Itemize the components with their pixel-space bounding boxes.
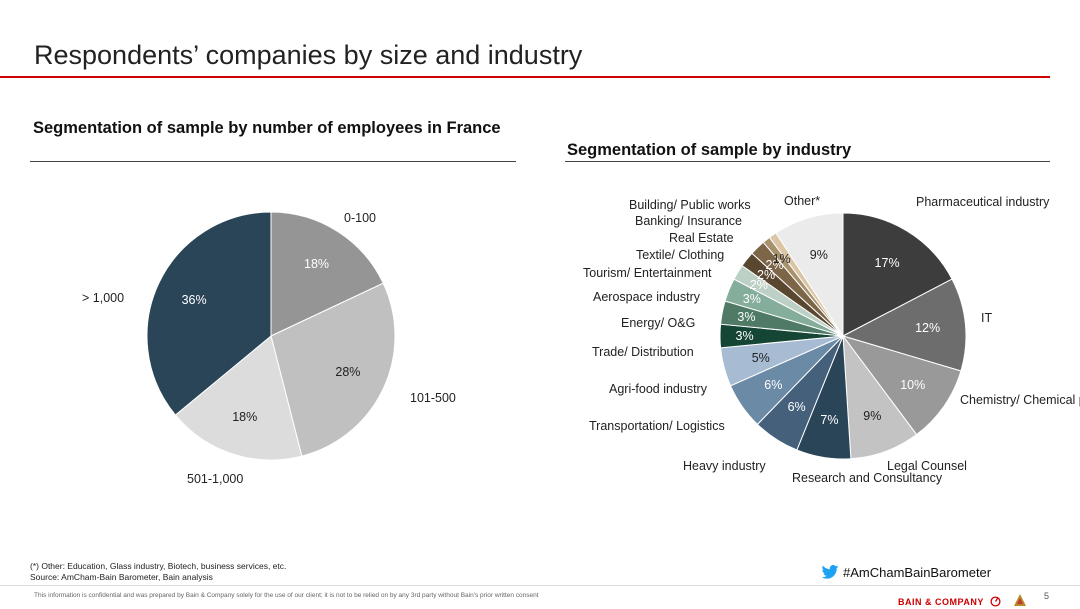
industry-label-other: Other*	[784, 194, 821, 208]
pie-value-label-1-16: 9%	[809, 247, 828, 262]
industry-label-banking: Banking/ Insurance	[635, 214, 743, 228]
pie-slice-1-2	[841, 335, 962, 436]
employees-label-501-1000: 501-1,000	[187, 472, 244, 486]
industry-label-pharmaceutical: Pharmaceutical industry	[916, 195, 1050, 209]
pie-value-label-1-11: 2%	[749, 277, 768, 292]
pie-value-label-1-12: 2%	[757, 267, 776, 282]
pie-slice-0-2	[174, 335, 303, 461]
industry-label-real-estate: Real Estate	[669, 231, 734, 245]
pie-slice-0-0	[270, 211, 384, 337]
page-title: Respondents’ companies by size and indus…	[34, 40, 583, 70]
pie-value-label-0-3: 36%	[181, 292, 207, 307]
footnote-source: Source: AmCham-Bain Barometer, Bain anal…	[30, 572, 213, 582]
industry-label-energy: Energy/ O&G	[621, 316, 696, 330]
industry-label-building: Building/ Public works	[629, 198, 751, 212]
industry-label-aerospace: Aerospace industry	[593, 290, 701, 304]
employees-label-over-1000: > 1,000	[82, 291, 125, 305]
industry-label-transportation: Transportation/ Logistics	[589, 419, 725, 433]
industry-pie-chart	[719, 212, 967, 460]
pie-slice-1-1	[841, 278, 967, 372]
amcham-logo-icon	[1013, 594, 1026, 606]
pie-slice-0-3	[146, 211, 272, 416]
industry-label-it: IT	[981, 311, 993, 325]
employees-pie-chart	[146, 211, 396, 461]
employees-section-title: Segmentation of sample by number of empl…	[33, 119, 501, 137]
hashtag: #AmChamBainBarometer	[821, 565, 991, 580]
footnote-other: (*) Other: Education, Glass industry, Bi…	[30, 561, 287, 571]
employees-label-101-500: 101-500	[410, 391, 456, 405]
pie-value-label-1-1: 12%	[915, 320, 941, 335]
industry-label-textile: Textile/ Clothing	[636, 248, 725, 262]
industry-label-trade: Trade/ Distribution	[592, 345, 694, 359]
pie-value-label-0-2: 18%	[232, 409, 258, 424]
pie-value-label-1-13: 2%	[765, 258, 784, 273]
pie-value-label-1-10: 3%	[742, 292, 761, 307]
pie-value-label-1-2: 10%	[900, 377, 926, 392]
pie-value-label-1-9: 3%	[737, 310, 756, 325]
pie-value-label-1-6: 6%	[764, 377, 783, 392]
pie-slice-1-0	[842, 212, 953, 337]
brand-name: BAIN & COMPANY	[898, 597, 984, 607]
industry-section-title: Segmentation of sample by industry	[567, 141, 852, 159]
confidential-notice: This information is confidential and was…	[34, 592, 539, 599]
brand-logo: BAIN & COMPANY	[898, 593, 1030, 609]
industry-label-tourism: Tourism/ Entertainment	[583, 266, 712, 280]
pie-slice-0-1	[270, 282, 396, 457]
pie-value-label-1-7: 5%	[751, 350, 770, 365]
employees-label-0-100: 0-100	[344, 211, 376, 225]
pie-value-label-1-14: 1%	[772, 252, 791, 267]
page-number: 5	[1044, 591, 1050, 601]
bain-logo-icon	[990, 596, 1001, 607]
title-divider	[0, 76, 1050, 78]
employees-section-divider	[30, 161, 516, 162]
industry-label-chemistry: Chemistry/ Chemical products	[960, 393, 1080, 407]
hashtag-text: #AmChamBainBarometer	[843, 565, 992, 580]
pie-value-label-1-3: 9%	[863, 408, 882, 423]
pie-value-label-1-4: 7%	[820, 412, 839, 427]
twitter-icon	[821, 565, 839, 579]
pie-value-label-1-0: 17%	[874, 256, 900, 271]
pie-slice-1-16	[775, 212, 844, 338]
pie-value-label-0-0: 18%	[304, 257, 330, 272]
industry-section-divider	[565, 161, 1050, 162]
industry-label-legal: Legal Counsel	[887, 459, 967, 473]
industry-label-heavy: Heavy industry	[683, 459, 766, 473]
pie-value-label-0-1: 28%	[335, 365, 361, 380]
pie-value-label-1-8: 3%	[735, 329, 754, 343]
pie-value-label-1-5: 6%	[787, 400, 806, 415]
industry-label-agrifood: Agri-food industry	[609, 382, 707, 396]
industry-label-research: Research and Consultancy	[792, 471, 943, 485]
footer-divider	[0, 585, 1080, 586]
